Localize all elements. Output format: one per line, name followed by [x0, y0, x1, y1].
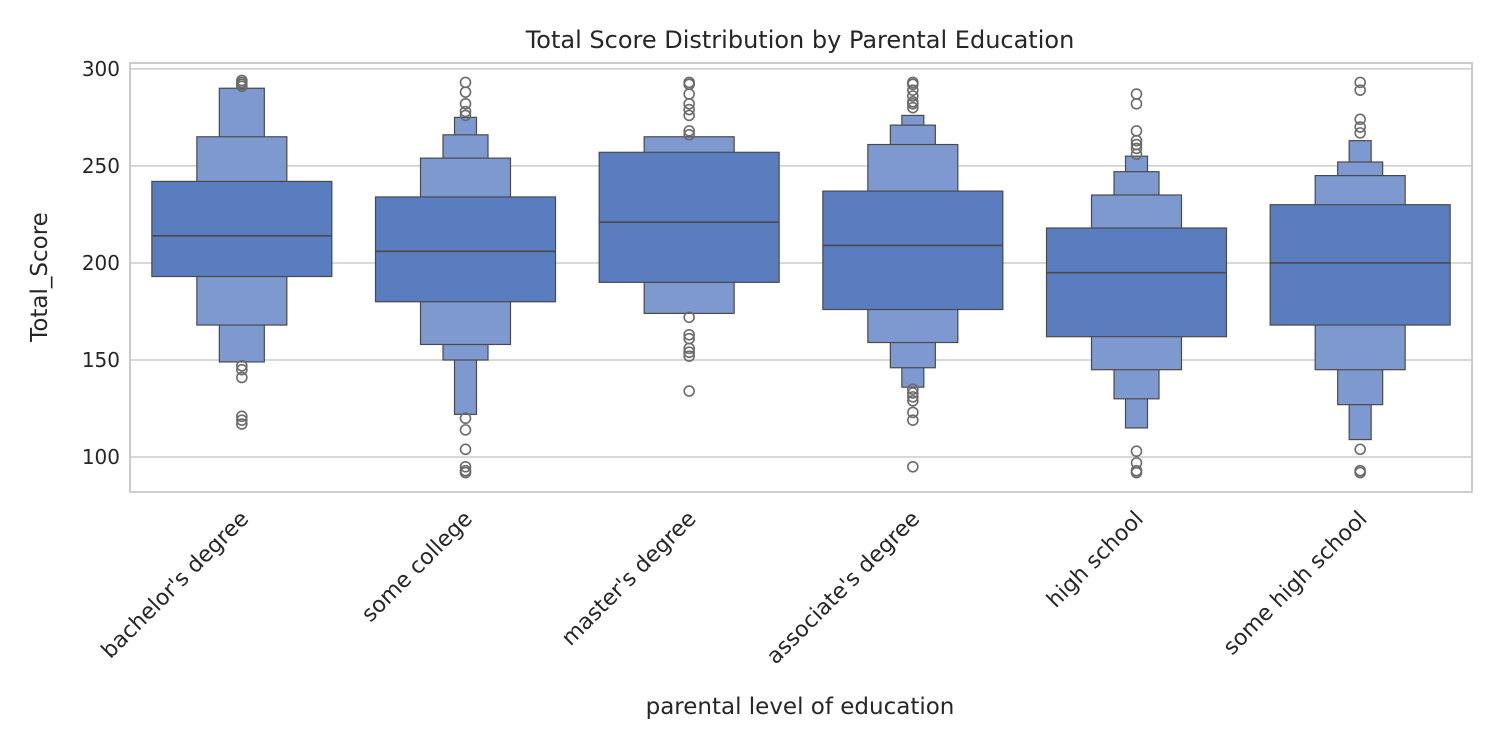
- grid: [130, 68, 1472, 458]
- outlier-point: [236, 360, 248, 372]
- x-axis-label: parental level of education: [646, 694, 955, 720]
- outlier-point: [907, 460, 919, 473]
- outlier-point: [907, 101, 919, 114]
- x-tick-label-0: bachelor's degree: [97, 507, 254, 664]
- outlier-point: [236, 418, 248, 430]
- outlier-point: [683, 342, 695, 355]
- outlier-point: [683, 311, 695, 324]
- outlier-point: [907, 383, 919, 395]
- x-tick-label-3: associate's degree: [762, 507, 925, 670]
- outlier-point: [1354, 121, 1366, 133]
- outlier-point: [683, 97, 695, 110]
- y-tick-label-250: 250: [82, 154, 120, 178]
- box-level-0: [151, 180, 333, 278]
- y-tick-label-300: 300: [82, 57, 120, 81]
- outlier-point: [459, 466, 472, 479]
- outlier-point: [683, 109, 695, 122]
- outlier-point: [236, 363, 248, 376]
- box-level-0: [598, 151, 780, 283]
- outlier-point: [1130, 142, 1143, 155]
- outlier-point: [459, 105, 472, 118]
- category-1: [374, 76, 557, 479]
- outlier-point: [1130, 138, 1143, 151]
- outlier-point: [1130, 97, 1143, 110]
- outlier-point: [1130, 445, 1143, 458]
- category-3: [822, 76, 1004, 473]
- outlier-point: [1354, 443, 1366, 456]
- y-tick-label-200: 200: [82, 251, 120, 275]
- outlier-point: [1130, 88, 1143, 100]
- outlier-point: [683, 76, 695, 89]
- outlier-point: [683, 350, 695, 362]
- outlier-point: [236, 410, 248, 423]
- box-level-0: [1269, 204, 1451, 326]
- outlier-point: [683, 103, 695, 116]
- category-5: [1269, 76, 1451, 479]
- y-tick-label-150: 150: [82, 348, 120, 372]
- outlier-point: [683, 385, 695, 397]
- x-tick-label-1: some college: [357, 507, 478, 628]
- outlier-point: [683, 88, 695, 100]
- outlier-point: [459, 443, 472, 456]
- outlier-point: [236, 414, 248, 426]
- y-tick-label-100: 100: [82, 445, 120, 469]
- outlier-point: [1130, 466, 1143, 479]
- outlier-point: [1354, 127, 1366, 139]
- outlier-point: [236, 371, 248, 384]
- x-axis-ticks: bachelor's degree some college master's de…: [97, 507, 1372, 670]
- outlier-point: [683, 129, 695, 141]
- plot-frame: [129, 62, 1473, 493]
- outlier-point: [683, 346, 695, 359]
- outlier-point: [907, 391, 919, 403]
- x-tick-label-5: some high school: [1219, 507, 1373, 661]
- plot-area: [151, 74, 1451, 479]
- outlier-point: [459, 86, 472, 98]
- y-axis-label: Total_Score: [27, 212, 53, 343]
- outlier-point: [1354, 76, 1366, 89]
- outlier-point: [907, 96, 919, 108]
- outlier-point: [907, 76, 919, 89]
- outlier-point: [459, 76, 472, 89]
- outlier-point: [459, 109, 472, 122]
- category-4: [1045, 88, 1228, 479]
- outlier-point: [459, 460, 472, 473]
- category-0: [151, 74, 333, 430]
- y-axis-ticks: 100 150 200 250 300: [82, 57, 120, 469]
- outlier-point: [907, 387, 919, 399]
- outlier-point: [459, 412, 472, 425]
- outlier-point: [1354, 113, 1366, 126]
- outlier-point: [459, 97, 472, 110]
- x-tick-label-2: master's degree: [557, 507, 701, 651]
- outlier-point: [1130, 125, 1143, 137]
- box-level-0: [1045, 227, 1228, 338]
- chart-title: Total Score Distribution by Parental Edu…: [525, 26, 1075, 54]
- outlier-point: [907, 414, 919, 426]
- outlier-point: [683, 328, 695, 341]
- category-2: [598, 76, 780, 397]
- outlier-point: [236, 74, 248, 87]
- outlier-point: [907, 394, 919, 407]
- outlier-point: [1354, 84, 1366, 96]
- box-level-0: [374, 196, 557, 303]
- outlier-point: [907, 406, 919, 419]
- outlier-point: [459, 424, 472, 436]
- box-level-0: [822, 190, 1004, 311]
- outlier-point: [907, 90, 919, 102]
- outlier-point: [683, 125, 695, 137]
- outlier-point: [907, 84, 919, 96]
- x-tick-label-4: high school: [1042, 507, 1148, 613]
- outlier-point: [1354, 466, 1366, 479]
